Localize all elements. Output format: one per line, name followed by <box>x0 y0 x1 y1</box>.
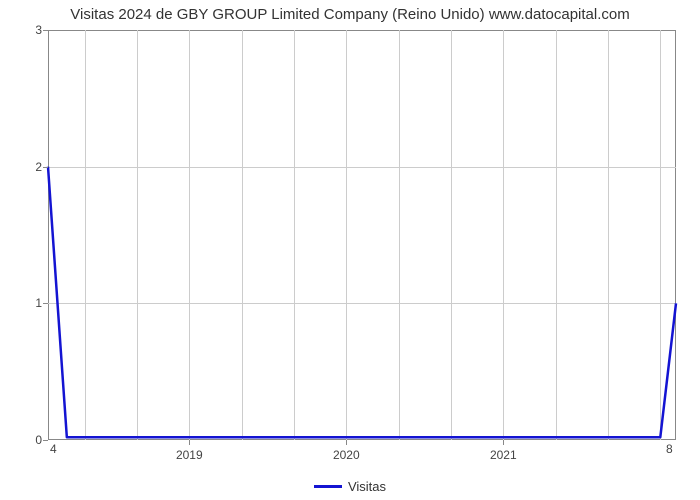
y-tick-label: 1 <box>14 296 42 310</box>
x-tick-label: 2021 <box>473 448 533 462</box>
y-tick-mark <box>43 167 48 168</box>
legend-label: Visitas <box>348 479 386 494</box>
x-tick-mark <box>346 440 347 445</box>
legend: Visitas <box>0 478 700 494</box>
y-tick-mark <box>43 440 48 441</box>
x-tick-mark <box>503 440 504 445</box>
corner-right-label: 8 <box>666 442 673 456</box>
x-tick-label: 2020 <box>316 448 376 462</box>
line-chart: Visitas 2024 de GBY GROUP Limited Compan… <box>0 0 700 500</box>
data-line-layer <box>0 0 700 500</box>
y-tick-label: 2 <box>14 160 42 174</box>
y-tick-label: 3 <box>14 23 42 37</box>
y-tick-label: 0 <box>14 433 42 447</box>
x-tick-mark <box>189 440 190 445</box>
y-tick-mark <box>43 30 48 31</box>
y-tick-mark <box>43 303 48 304</box>
series-line <box>48 167 676 438</box>
corner-left-label: 4 <box>50 442 57 456</box>
legend-swatch <box>314 485 342 488</box>
x-tick-label: 2019 <box>159 448 219 462</box>
